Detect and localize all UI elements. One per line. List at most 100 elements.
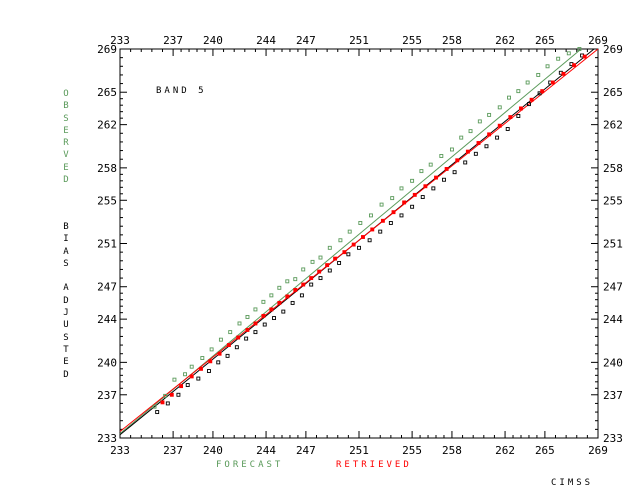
- x-tick-label-bottom: 251: [349, 444, 369, 457]
- observed-point: [442, 177, 446, 182]
- y-tick-label-left: 262: [97, 119, 117, 132]
- retrieved-point: [189, 374, 194, 379]
- forecast-point: [285, 279, 290, 284]
- forecast-point: [536, 72, 541, 77]
- legend-bias-adjusted: B I A S A D J U S T E D: [63, 222, 69, 380]
- axis-ticks: [119, 48, 599, 439]
- retrieved-point: [572, 63, 577, 68]
- retrieved-point: [333, 256, 338, 261]
- x-tick-label-top: 244: [256, 34, 276, 47]
- observed-point: [516, 114, 521, 118]
- x-tick-label-bottom: 247: [296, 444, 316, 457]
- retrieved-point: [361, 235, 365, 239]
- retrieved-point: [285, 294, 290, 299]
- observed-point: [463, 160, 468, 165]
- forecast-point: [449, 147, 454, 152]
- observed-point: [452, 170, 457, 175]
- observed-point: [484, 144, 489, 149]
- observed-point: [537, 91, 542, 96]
- forecast-point: [152, 404, 157, 409]
- y-tick-label-right: 255: [603, 194, 623, 207]
- x-tick-label-bottom: 244: [256, 444, 276, 457]
- retrieved-point: [519, 106, 523, 111]
- forecast-point: [399, 186, 404, 191]
- forecast-point: [419, 169, 424, 174]
- forecast-point: [507, 95, 511, 100]
- retrieved-point: [169, 392, 174, 397]
- x-tick-label-bottom: 240: [203, 444, 223, 457]
- observed-point: [473, 151, 478, 156]
- forecast-point: [237, 321, 242, 326]
- observed-point: [207, 369, 211, 373]
- observed-point: [225, 353, 230, 358]
- observed-point: [327, 268, 332, 273]
- y-tick-label-right: 247: [603, 281, 623, 294]
- forecast-point: [516, 89, 521, 94]
- forecast-point: [410, 178, 415, 183]
- observed-point: [357, 245, 361, 250]
- y-tick-label-right: 237: [603, 389, 623, 402]
- observed-point: [410, 204, 415, 209]
- retrieved-point: [301, 282, 306, 287]
- retrieved-point: [423, 184, 428, 189]
- retrieved-point: [550, 80, 555, 85]
- forecast-point: [261, 299, 266, 304]
- legend-observed: O B S E R V E D: [63, 89, 69, 186]
- retrieved-fit-line: [119, 48, 599, 432]
- retrieved-point: [487, 132, 492, 137]
- retrieved-point: [309, 276, 314, 281]
- retrieved-point: [269, 307, 274, 312]
- retrieved-point: [370, 227, 375, 232]
- forecast-point: [439, 154, 444, 158]
- forecast-point: [497, 105, 502, 110]
- y-tick-label-left: 244: [97, 313, 117, 326]
- x-tick-label-bottom: 265: [535, 444, 555, 457]
- observed-point: [399, 213, 404, 218]
- y-tick-label-left: 255: [97, 194, 117, 207]
- retrieved-point: [508, 115, 513, 120]
- x-tick-label-bottom: 262: [495, 444, 515, 457]
- forecast-point: [200, 356, 205, 360]
- x-tick-label-bottom: 258: [442, 444, 462, 457]
- forecast-point: [245, 315, 250, 319]
- retrieved-point: [179, 384, 184, 389]
- forecast-point: [556, 56, 561, 61]
- retrieved-point: [497, 123, 502, 128]
- y-tick-label-left: 265: [97, 86, 117, 99]
- legend-forecast: FORECAST: [216, 460, 284, 470]
- forecast-point: [577, 47, 582, 51]
- retrieved-point: [402, 200, 407, 205]
- y-tick-label-right: 240: [603, 356, 623, 369]
- retrieved-point: [277, 300, 282, 305]
- observed-point: [176, 392, 181, 397]
- forecast-point: [253, 307, 258, 312]
- y-tick-label-right: 262: [603, 119, 623, 132]
- forecast-point: [301, 267, 306, 272]
- observed-point: [378, 229, 383, 234]
- retrieved-point: [465, 149, 470, 154]
- x-tick-label-top: 240: [203, 34, 223, 47]
- y-tick-label-left: 237: [97, 389, 117, 402]
- retrieved-point: [351, 242, 356, 247]
- retrieved-point: [476, 141, 481, 145]
- forecast-point: [358, 221, 363, 225]
- observed-point: [281, 309, 286, 314]
- forecast-point: [390, 196, 395, 201]
- observed-point: [505, 127, 510, 131]
- y-tick-label-left: 240: [97, 356, 117, 369]
- retrieved-point: [342, 250, 347, 255]
- forecast-point: [269, 293, 274, 298]
- x-tick-label-top: 258: [442, 34, 462, 47]
- forecast-point: [310, 259, 315, 264]
- retrieved-point: [529, 97, 534, 102]
- data-points: [152, 47, 587, 415]
- observed-point: [367, 238, 372, 243]
- observed-point: [290, 300, 295, 305]
- x-tick-label-top: 233: [110, 34, 130, 47]
- retrieved-point: [412, 192, 417, 197]
- retrieved-point: [293, 288, 298, 292]
- credit-label: CIMSS: [551, 478, 594, 488]
- plot-frame: [119, 48, 599, 439]
- y-tick-label-left: 247: [97, 281, 117, 294]
